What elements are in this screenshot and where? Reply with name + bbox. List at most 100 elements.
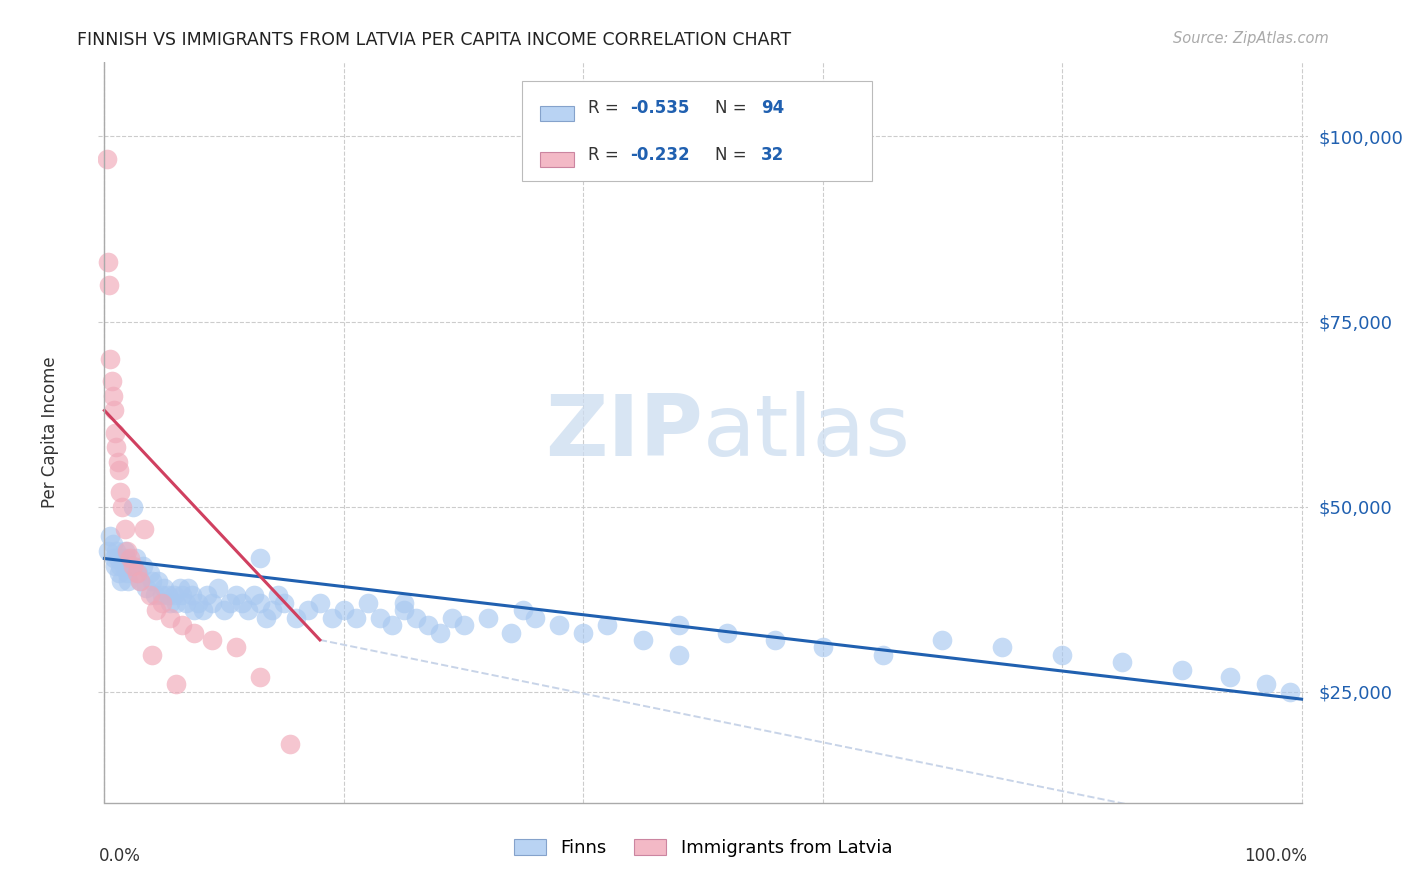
Point	[139, 566, 162, 581]
Point	[524, 611, 547, 625]
Point	[931, 632, 953, 647]
Point	[107, 455, 129, 469]
Bar	[540, 153, 574, 167]
Point	[453, 618, 475, 632]
Text: -0.232: -0.232	[630, 145, 690, 163]
Point	[114, 522, 136, 536]
Point	[165, 596, 187, 610]
Point	[159, 596, 181, 610]
Point	[115, 566, 138, 581]
Point	[112, 558, 135, 573]
Point	[991, 640, 1014, 655]
Point	[101, 536, 124, 550]
Point	[97, 544, 120, 558]
Point	[183, 603, 205, 617]
Point	[512, 603, 534, 617]
Point	[159, 611, 181, 625]
Point	[1111, 655, 1133, 669]
Point	[139, 589, 162, 603]
Point	[172, 618, 194, 632]
Point	[108, 558, 131, 573]
Point	[231, 596, 253, 610]
Point	[416, 618, 439, 632]
Point	[1050, 648, 1073, 662]
Point	[122, 500, 145, 514]
Point	[165, 677, 187, 691]
Point	[260, 603, 283, 617]
Point	[156, 589, 179, 603]
Point	[105, 544, 128, 558]
Text: atlas: atlas	[703, 391, 911, 475]
Point	[129, 574, 152, 588]
Point	[129, 574, 152, 588]
Text: 0.0%: 0.0%	[98, 847, 141, 865]
Point	[381, 618, 404, 632]
Text: Source: ZipAtlas.com: Source: ZipAtlas.com	[1173, 31, 1329, 46]
Point	[141, 574, 163, 588]
Point	[105, 441, 128, 455]
Point	[150, 596, 173, 610]
Point	[124, 551, 146, 566]
Point	[104, 558, 127, 573]
Point	[104, 425, 127, 440]
Point	[132, 558, 155, 573]
Point	[122, 558, 145, 573]
Point	[103, 551, 125, 566]
Point	[153, 581, 176, 595]
Point	[201, 632, 224, 647]
Text: N =: N =	[716, 145, 752, 163]
Point	[501, 625, 523, 640]
Point	[273, 596, 295, 610]
Point	[143, 589, 166, 603]
Point	[254, 611, 277, 625]
Point	[212, 603, 235, 617]
Point	[115, 551, 138, 566]
Point	[668, 618, 690, 632]
Text: Per Capita Income: Per Capita Income	[41, 357, 59, 508]
Point	[191, 603, 214, 617]
Point	[249, 551, 271, 566]
Point	[440, 611, 463, 625]
Point	[249, 670, 271, 684]
Text: 32: 32	[761, 145, 785, 163]
Point	[125, 566, 148, 581]
Point	[132, 522, 155, 536]
Point	[118, 551, 141, 566]
Text: 94: 94	[761, 99, 785, 118]
Bar	[540, 106, 574, 120]
Point	[110, 574, 132, 588]
Point	[145, 603, 167, 617]
Point	[596, 618, 619, 632]
Point	[180, 589, 202, 603]
Point	[278, 737, 301, 751]
Text: N =: N =	[716, 99, 752, 118]
Legend: Finns, Immigrants from Latvia: Finns, Immigrants from Latvia	[506, 831, 900, 864]
Text: R =: R =	[588, 99, 624, 118]
Point	[225, 640, 247, 655]
Point	[297, 603, 319, 617]
Point	[107, 566, 129, 581]
Point	[1219, 670, 1241, 684]
Point	[1278, 685, 1301, 699]
Point	[135, 581, 157, 595]
Point	[103, 403, 125, 417]
Point	[111, 500, 134, 514]
Point	[631, 632, 654, 647]
Point	[201, 596, 224, 610]
Point	[357, 596, 380, 610]
Point	[150, 589, 173, 603]
Point	[100, 351, 122, 366]
Point	[249, 596, 271, 610]
Point	[174, 596, 197, 610]
Point	[96, 152, 118, 166]
Point	[405, 611, 427, 625]
Point	[100, 374, 122, 388]
Point	[108, 484, 131, 499]
Point	[107, 462, 129, 476]
Point	[219, 596, 242, 610]
Point	[115, 544, 138, 558]
Point	[225, 589, 247, 603]
Point	[1254, 677, 1277, 691]
Point	[668, 648, 690, 662]
Point	[333, 603, 356, 617]
